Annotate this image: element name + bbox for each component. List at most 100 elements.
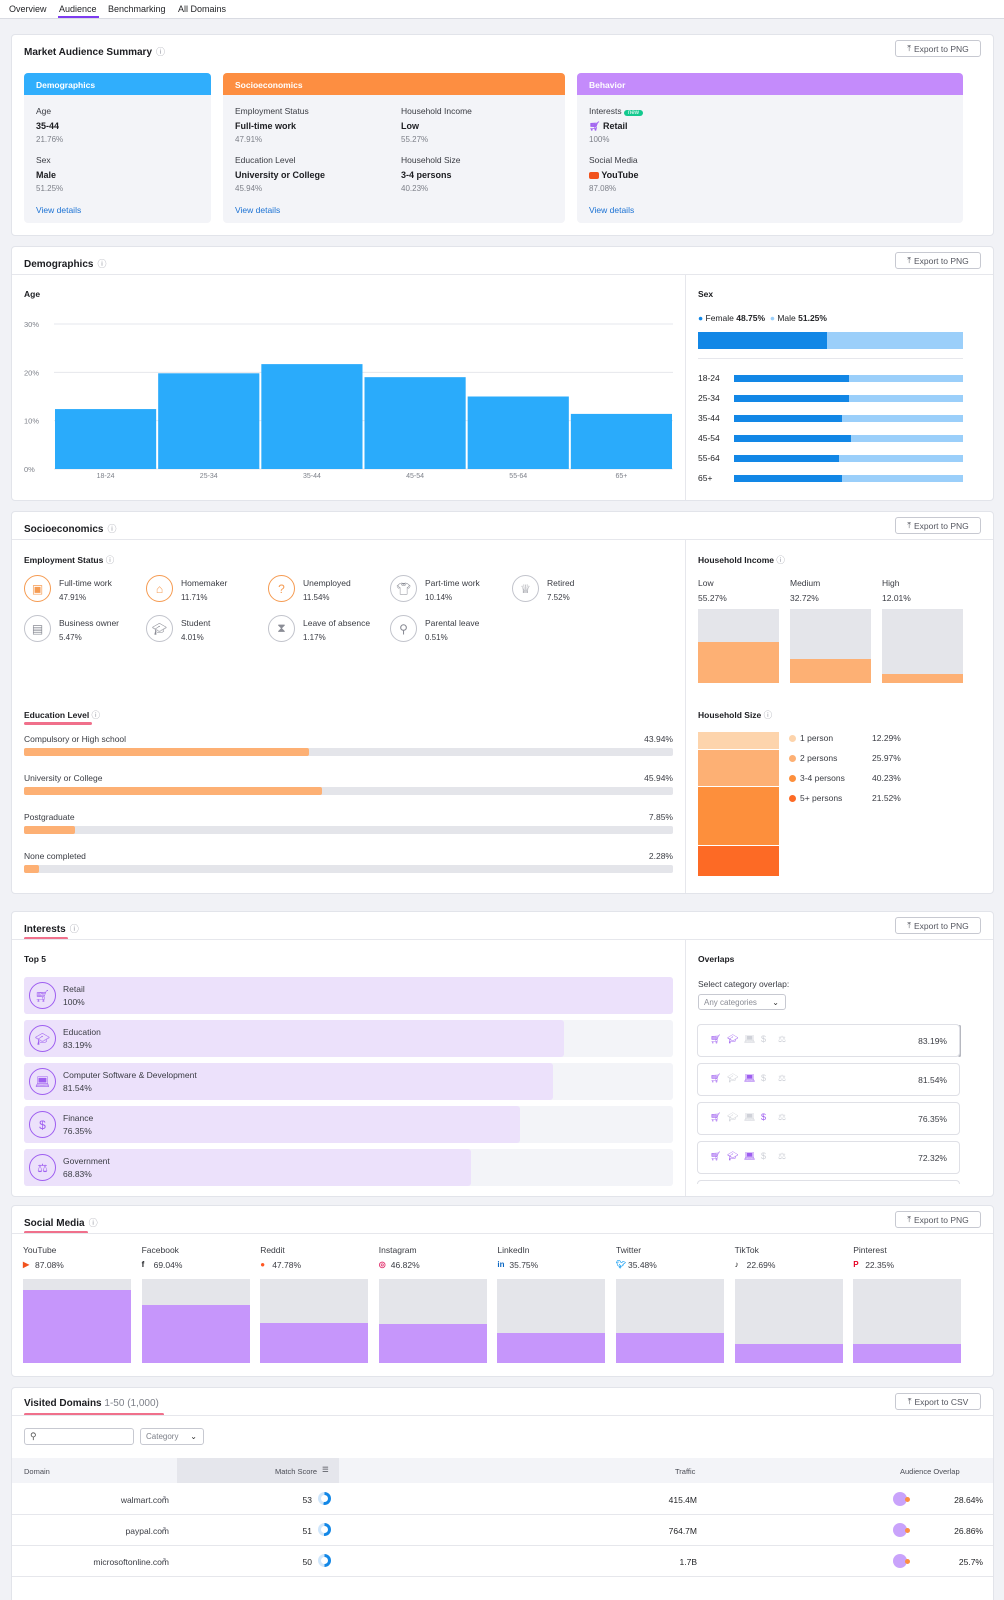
export-png-button[interactable]: ⤒ Export to PNG [895,40,981,57]
cart-icon: 🛒︎ [29,982,56,1009]
education-bar[interactable] [24,748,673,756]
view-details-link[interactable]: View details [36,205,82,215]
view-details-link[interactable]: View details [235,205,281,215]
social-column[interactable] [23,1279,131,1363]
education-bar[interactable] [24,826,673,834]
export-png-button[interactable]: ⤒ Export to PNG [895,252,981,269]
domain-link[interactable]: microsoftonline.com [93,1557,169,1567]
table-row[interactable]: microsoftonline.com ↗ 50 1.7B 25.7% [12,1546,993,1577]
interest-label: Government [63,1156,110,1166]
domains-title: Visited Domains 1-50 (1,000) [24,1398,159,1409]
category-filter-select[interactable]: Category ⌄ [140,1428,204,1445]
sex-row-age-label: 18-24 [698,373,720,383]
overlap-category-select[interactable]: Any categories ⌄ [698,994,786,1010]
col-domain[interactable]: Domain [24,1467,50,1476]
income-column[interactable] [790,609,871,683]
overlap-select-label: Select category overlap: [698,979,790,989]
audience-overlap-value: 28.64% [954,1495,983,1505]
sex-row-bar[interactable] [734,435,963,442]
audience-overlap-value: 26.86% [954,1526,983,1536]
tab-overview[interactable]: Overview [9,4,47,14]
interest-row[interactable]: 🎓︎ Education 83.19% [24,1020,673,1057]
income-column[interactable] [882,609,963,683]
x-tick-label: 35-44 [303,473,321,480]
info-icon[interactable]: ⓘ [88,1218,98,1228]
income-column[interactable] [698,609,779,683]
export-png-button[interactable]: ⤒ Export to PNG [895,1211,981,1228]
sort-icon[interactable]: ☰ [322,1465,329,1474]
interest-row[interactable]: 🛒︎ Retail 100% [24,977,673,1014]
tiktok-icon: ♪ [734,1260,739,1269]
col-traffic[interactable]: Traffic [675,1467,696,1476]
sex-row-bar[interactable] [734,375,963,382]
table-row[interactable]: paypal.com ↗ 51 764.7M 26.86% [12,1515,993,1546]
social-pct: 35.75% [509,1260,539,1270]
overlap-row[interactable]: 🛒︎ 🎓︎ 💻︎ $ ⚖︎ 72.32% [697,1141,960,1174]
social-label: Twitter [616,1245,642,1255]
overlap-row[interactable]: 🛒︎ 🎓︎ 💻︎ $ ⚖︎ 76.35% [697,1102,960,1135]
sex-row-bar[interactable] [734,475,963,482]
domain-link[interactable]: paypal.com [125,1526,169,1536]
interest-row[interactable]: ⚖︎ Government 68.83% [24,1149,673,1186]
education-bar[interactable] [24,865,673,873]
employment-title: Employment Status ⓘ [24,555,115,565]
household-size-segment[interactable] [698,845,779,876]
age-bar[interactable] [55,409,157,469]
info-icon[interactable]: ⓘ [97,259,107,269]
interest-row[interactable]: 💻︎ Computer Software & Development 81.54% [24,1063,673,1100]
sex-row-bar[interactable] [734,395,963,402]
market-audience-summary-card: Market Audience Summary ⓘ ⤒ Export to PNG … [11,34,994,236]
household-size-pct: 21.52% [872,793,901,803]
external-link-icon[interactable]: ↗ [160,1556,167,1565]
household-size-label: 2 persons [800,753,838,763]
social-column[interactable] [853,1279,962,1363]
match-score-value: 53 [302,1495,312,1505]
social-column[interactable] [616,1279,724,1363]
employment-label: Full-time work [59,578,112,588]
household-size-segment[interactable] [698,787,779,845]
sex-row-bar[interactable] [734,415,963,422]
upload-icon: ⤒ [907,255,911,265]
tab-benchmarking[interactable]: Benchmarking [108,4,166,14]
tab-audience[interactable]: Audience [59,4,97,14]
tab-all-domains[interactable]: All Domains [178,4,227,14]
overlap-row[interactable]: 🛒︎ 🎓︎ 💻︎ $ ⚖︎ 83.19% [697,1024,960,1057]
col-match-score[interactable]: Match Score [275,1467,318,1476]
age-bar[interactable] [261,364,363,469]
external-link-icon[interactable]: ↗ [160,1525,167,1534]
interest-pct: 68.83% [63,1169,92,1179]
age-bar[interactable] [570,413,672,469]
info-icon[interactable]: ⓘ [69,924,79,934]
export-png-button[interactable]: ⤒ Export to PNG [895,917,981,934]
table-row[interactable]: walmart.com ↗ 53 415.4M 28.64% [12,1484,993,1515]
domain-search-input[interactable]: ⚲ [24,1428,134,1445]
cart-icon: 🛒︎ [710,1073,722,1083]
age-bar[interactable] [467,396,569,470]
sex-row-bar[interactable] [734,455,963,462]
export-png-button[interactable]: ⤒ Export to PNG [895,517,981,534]
info-icon[interactable]: ⓘ [156,47,166,57]
export-csv-button[interactable]: ⤒ Export to CSV [895,1393,981,1410]
social-column[interactable] [260,1279,369,1363]
domain-link[interactable]: walmart.com [120,1495,169,1505]
social-column[interactable] [497,1279,606,1363]
external-link-icon[interactable]: ↗ [160,1494,167,1503]
info-icon[interactable]: ⓘ [107,524,117,534]
col-audience-overlap[interactable]: Audience Overlap [900,1467,960,1476]
household-size-segment[interactable] [698,749,779,787]
new-badge: new [623,110,643,116]
age-bar[interactable] [158,373,260,469]
view-details-link[interactable]: View details [589,205,635,215]
social-column[interactable] [141,1279,250,1363]
top-tabs: Overview Audience Benchmarking All Domai… [0,0,1004,19]
legend-dot-icon [789,795,796,802]
age-bar[interactable] [364,377,466,469]
social-column[interactable] [378,1279,487,1363]
household-size-segment[interactable] [698,732,779,749]
upload-icon: ⤒ [907,920,911,930]
overlaps-title: Overlaps [698,954,735,964]
interest-row[interactable]: $ Finance 76.35% [24,1106,673,1143]
social-column[interactable] [734,1279,843,1363]
education-bar[interactable] [24,787,673,795]
overlap-row[interactable]: 🛒︎ 🎓︎ 💻︎ $ ⚖︎ 81.54% [697,1063,960,1096]
